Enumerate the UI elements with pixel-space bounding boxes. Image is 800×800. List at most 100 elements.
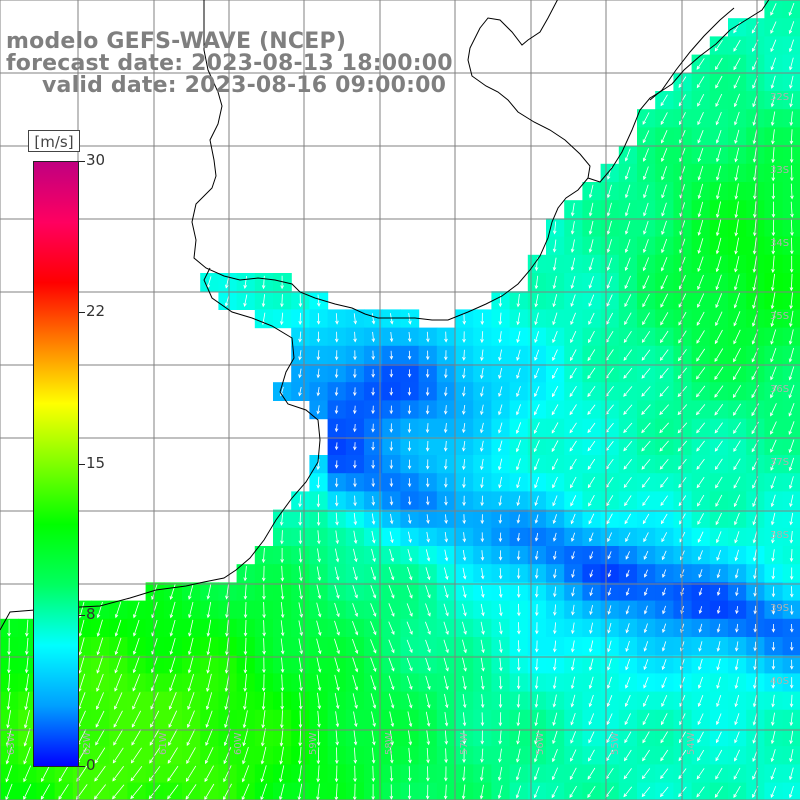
wind-arrow [6, 728, 12, 747]
wind-arrow [588, 676, 594, 690]
wind-arrow [280, 530, 284, 545]
wind-speed-cell [691, 72, 711, 92]
wind-arrow [788, 402, 795, 417]
colorbar-label-0: 0 [86, 756, 96, 774]
wind-arrow [6, 710, 11, 729]
wind-arrow [517, 603, 521, 617]
wind-arrow [425, 405, 430, 415]
wind-arrow [734, 256, 740, 273]
wind-arrow [24, 691, 30, 711]
wind-arrow [480, 514, 485, 525]
wind-arrow [335, 711, 340, 728]
wind-arrow [316, 294, 321, 307]
wind-arrow [168, 692, 177, 710]
wind-arrow [733, 494, 741, 508]
wind-arrow [696, 440, 705, 452]
wind-arrow [334, 674, 340, 691]
lat-label: 36S [770, 384, 789, 395]
wind-arrow [389, 331, 394, 343]
wind-arrow [298, 368, 302, 379]
wind-speed-cell [709, 72, 729, 92]
wind-arrow [770, 93, 776, 108]
wind-arrow [569, 404, 577, 416]
wind-arrow [497, 785, 503, 800]
wind-arrow [696, 330, 705, 344]
wind-arrow [371, 478, 375, 488]
wind-arrow [643, 166, 649, 181]
wind-arrow [551, 404, 559, 416]
wind-arrow [660, 513, 668, 525]
wind-speed-cell [782, 200, 800, 219]
wind-arrow [261, 710, 266, 729]
wind-arrow [260, 765, 267, 783]
wind-arrow [697, 293, 705, 308]
wind-speed-cell [127, 764, 147, 784]
wind-speed-cell [564, 364, 583, 383]
wind-arrow [243, 601, 248, 619]
wind-arrow [643, 641, 649, 652]
wind-arrow [516, 532, 521, 542]
wind-arrow [96, 692, 104, 710]
wind-arrow [353, 711, 358, 728]
wind-arrow [770, 403, 777, 417]
wind-speed-cell [691, 54, 711, 74]
wind-arrow [788, 39, 794, 53]
wind-arrow [534, 532, 539, 542]
wind-speed-cell [782, 618, 800, 638]
wind-arrow [389, 496, 394, 506]
wind-arrow [696, 768, 705, 780]
wind-arrow [715, 749, 723, 762]
wind-arrow [317, 548, 321, 563]
wind-arrow [298, 350, 302, 361]
wind-arrow [771, 623, 776, 633]
wind-arrow [498, 312, 503, 326]
wind-arrow [462, 331, 466, 343]
colorbar-label-30: 30 [86, 151, 106, 169]
wind-arrow [570, 239, 575, 253]
wind-arrow [25, 619, 29, 637]
wind-arrow [696, 58, 705, 70]
wind-arrow [498, 404, 503, 416]
wind-arrow [535, 640, 539, 653]
wind-speed-cell [673, 345, 693, 365]
wind-arrow [790, 219, 794, 237]
wind-arrow [570, 275, 576, 289]
wind-arrow [714, 366, 724, 380]
wind-arrow [280, 638, 285, 655]
wind-arrow [734, 219, 739, 237]
wind-arrow [625, 569, 630, 578]
wind-arrow [516, 458, 521, 471]
wind-arrow [715, 129, 722, 144]
wind-arrow [516, 294, 521, 308]
wind-arrow [697, 731, 704, 744]
wind-arrow [243, 637, 248, 656]
wind-arrow [316, 765, 320, 783]
wind-speed-cell [655, 473, 674, 492]
wind-arrow [698, 676, 703, 689]
wind-arrow [697, 183, 704, 200]
wind-arrow [770, 786, 777, 799]
colorbar-label-8: 8 [86, 605, 96, 623]
wind-arrow [606, 257, 613, 271]
wind-arrow [551, 785, 559, 799]
wind-speed-cell [691, 455, 711, 474]
wind-arrow [444, 496, 448, 506]
wind-arrow [371, 405, 375, 415]
wind-arrow [133, 619, 140, 637]
wind-arrow [462, 495, 466, 507]
wind-arrow [642, 513, 650, 525]
wind-arrow [589, 622, 593, 634]
wind-arrow [6, 673, 11, 692]
wind-arrow [714, 403, 724, 416]
wind-arrow [697, 112, 704, 126]
wind-arrow [534, 694, 539, 708]
wind-arrow [25, 637, 29, 656]
wind-arrow [552, 239, 557, 253]
wind-arrow [280, 294, 284, 308]
wind-arrow [752, 274, 758, 291]
wind-speed-cell [582, 491, 602, 511]
wind-speed-cell [618, 491, 638, 511]
wind-speed-cell [618, 291, 638, 310]
wind-arrow [443, 621, 449, 635]
